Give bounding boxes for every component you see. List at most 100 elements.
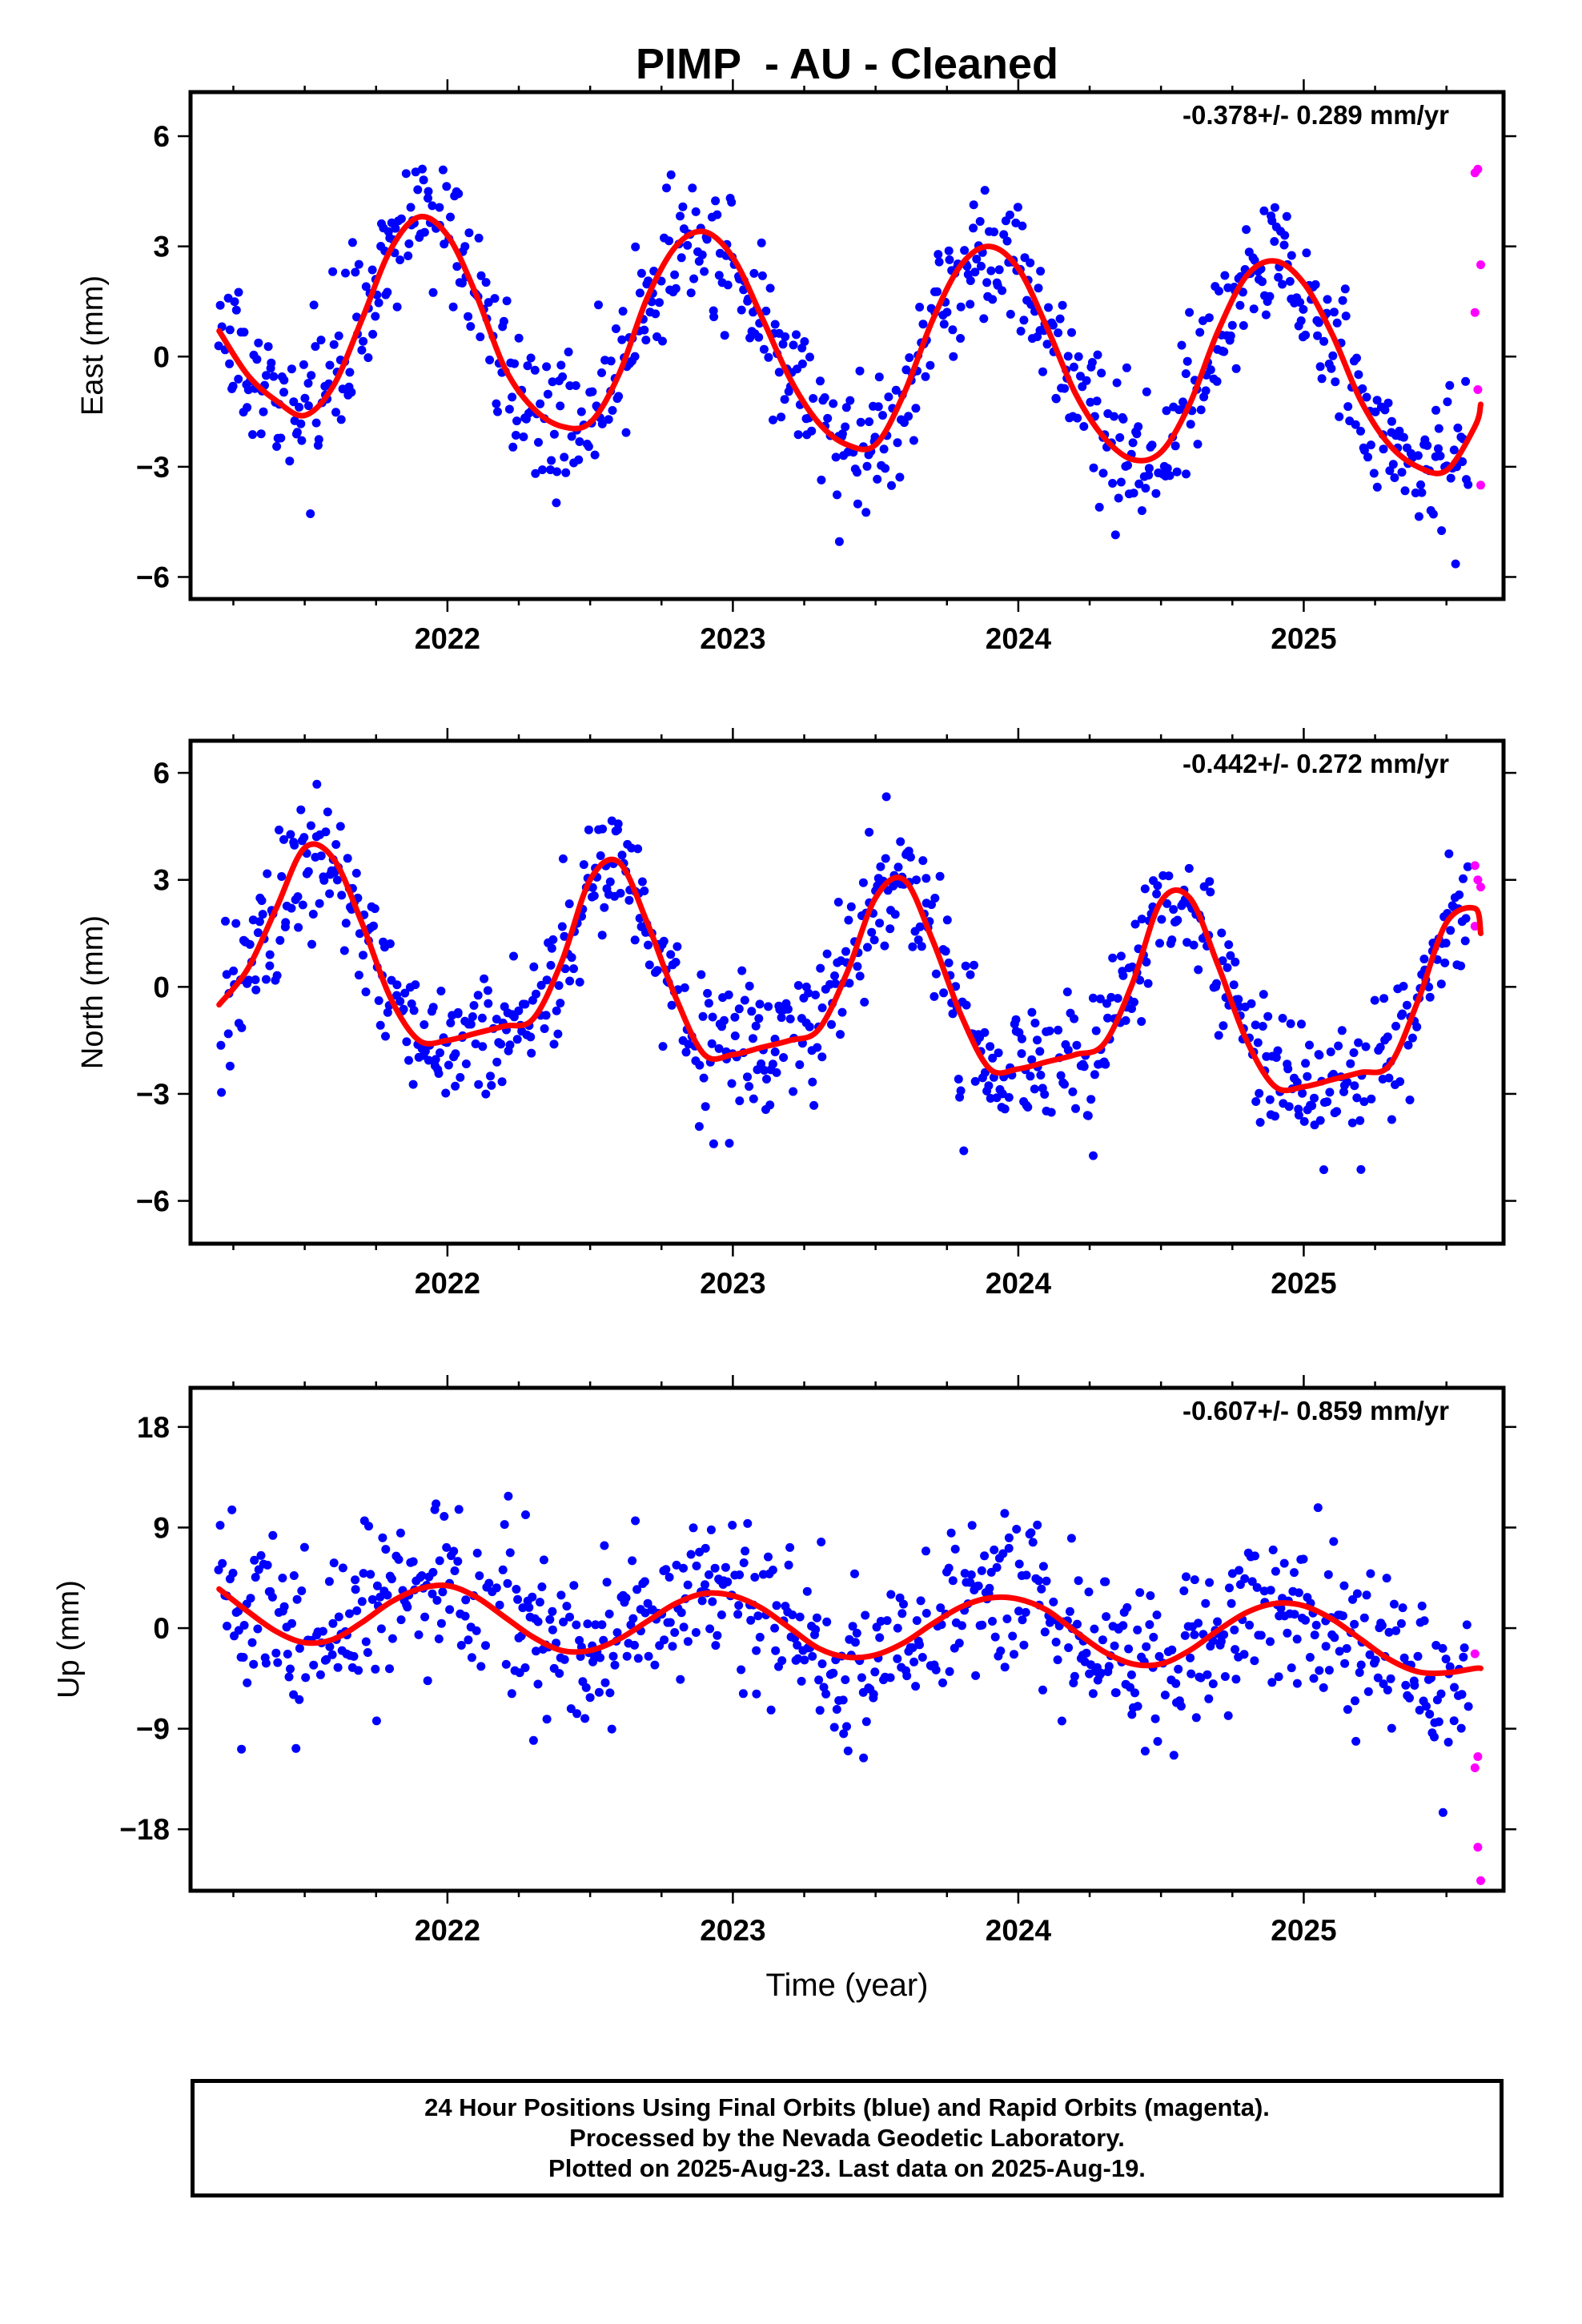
up-final-point [498,1565,508,1574]
up-final-point [1449,1716,1459,1726]
east-final-point [1112,378,1122,388]
up-final-point [1142,1642,1151,1651]
up-final-point [1064,1643,1074,1652]
up-final-point [1389,1599,1399,1609]
east-final-point [564,348,573,356]
north-final-point [1436,979,1446,989]
up-final-point [743,1518,753,1528]
up-final-point [1152,1610,1162,1620]
east-final-point [1299,304,1308,314]
up-rapid-point [1470,1649,1480,1659]
north-final-point [709,1139,718,1148]
east-final-point [1034,283,1043,293]
east-final-point [1352,353,1361,363]
north-final-point [1194,965,1203,975]
up-final-point [640,1608,650,1618]
east-final-point [316,336,326,345]
north-final-point [667,1000,677,1010]
north-final-point [565,976,575,986]
up-final-point [1379,1679,1388,1689]
east-final-point [1212,376,1222,386]
up-final-point [309,1660,319,1670]
east-final-point [309,300,319,310]
up-x-tick-label: 2025 [1271,1914,1336,1947]
up-final-point [1014,1606,1023,1616]
up-final-point [954,1638,964,1648]
east-final-point [1089,463,1098,472]
east-final-point [816,376,825,386]
north-final-point [296,805,306,814]
north-final-point [1398,1009,1407,1019]
east-final-point [511,431,520,440]
up-final-point [992,1562,1002,1572]
up-final-point [537,1582,547,1591]
north-final-point [547,943,556,953]
north-final-point [1323,1097,1332,1107]
east-final-point [351,267,360,277]
east-final-point [873,402,883,412]
up-final-point [371,1716,381,1726]
east-final-point [873,474,882,484]
east-final-point [1317,374,1327,384]
north-final-point [962,1000,971,1010]
east-final-point [548,377,557,387]
east-final-point [371,312,380,321]
north-final-point [541,1011,551,1020]
up-final-point [838,1695,848,1705]
north-final-point [703,988,713,998]
north-final-point [890,910,900,919]
up-final-point [1251,1551,1259,1561]
north-final-point [1319,1165,1328,1175]
north-final-point [277,872,287,881]
north-final-point [1412,1022,1422,1031]
north-final-point [1352,1093,1362,1103]
north-final-point [724,990,733,999]
up-final-point [741,1546,750,1556]
up-final-point [484,1578,494,1588]
up-final-point [1127,1710,1137,1719]
north-rapid-point [1470,861,1480,870]
east-final-point [676,211,685,221]
up-final-point [1417,1601,1427,1610]
up-final-point [1104,1662,1114,1671]
up-final-point [829,1723,839,1732]
north-final-point [361,987,371,997]
east-final-point [508,442,518,452]
north-final-point [1419,955,1429,963]
east-final-point [1362,392,1371,402]
up-final-point [1413,1651,1423,1661]
east-rapid-point [1476,260,1485,270]
north-final-point [375,1020,385,1030]
up-final-point [1266,1586,1275,1595]
north-final-point [942,915,952,925]
east-final-point [252,355,262,364]
north-final-point [644,940,652,950]
east-final-point [1067,328,1076,337]
north-final-point [817,1003,827,1012]
up-final-point [917,1653,927,1662]
up-final-point [1310,1630,1319,1640]
north-final-point [1255,1118,1265,1127]
east-final-point [1363,452,1372,462]
east-final-point [841,422,850,432]
up-final-point [998,1549,1008,1558]
north-final-point [913,935,923,945]
up-final-point [1223,1711,1233,1720]
east-final-point [464,228,474,238]
north-final-point [1068,1087,1078,1096]
north-final-point [764,1002,773,1011]
up-final-point [1256,1630,1266,1640]
up-final-point [1053,1655,1062,1665]
east-final-point [1340,284,1350,294]
north-final-point [261,975,271,984]
north-final-point [1301,1059,1311,1068]
up-final-point [503,1578,512,1588]
north-final-point [783,1004,793,1014]
north-final-point [1035,1047,1045,1056]
up-final-point [1186,1653,1195,1663]
north-final-point [1346,1059,1355,1068]
north-final-point [483,986,492,995]
up-final-point [1231,1675,1241,1684]
east-final-point [597,368,606,377]
north-final-point [1040,1090,1050,1099]
